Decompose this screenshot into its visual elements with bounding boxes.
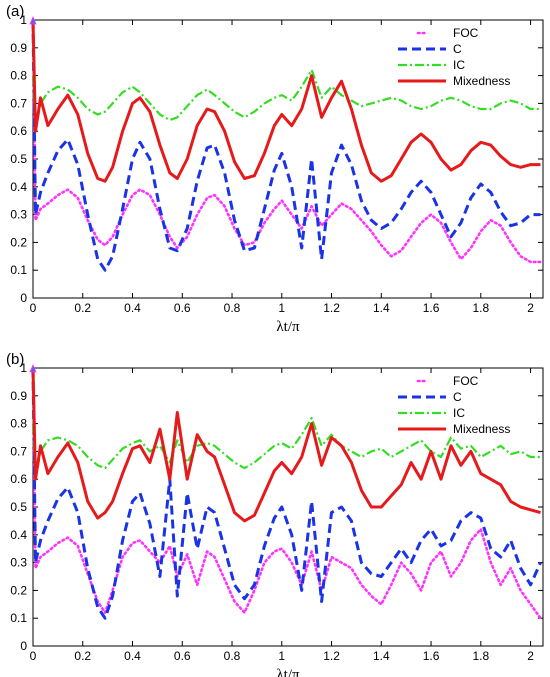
legend: FOC C IC Mixedness bbox=[398, 374, 510, 436]
legend-label-foc: FOC bbox=[453, 374, 479, 388]
x-tick-label: 0.2 bbox=[74, 301, 91, 315]
panel-label: (a) bbox=[6, 3, 24, 20]
y-tick-label: 0.8 bbox=[10, 417, 27, 431]
y-tick-label: 0 bbox=[20, 639, 27, 653]
x-tick-label: 0 bbox=[30, 649, 37, 663]
y-tick-label: 0.9 bbox=[10, 41, 27, 55]
x-axis-label: λt/π bbox=[276, 667, 300, 677]
y-tick-label: 0.3 bbox=[10, 208, 27, 222]
x-tick-label: 0.2 bbox=[74, 649, 91, 663]
series-line-foc bbox=[31, 366, 542, 620]
series-line-c bbox=[31, 367, 542, 620]
legend-label-c: C bbox=[453, 42, 462, 56]
x-tick-label: 0.8 bbox=[224, 649, 241, 663]
x-tick-label: 0.8 bbox=[224, 301, 241, 315]
y-tick-label: 1 bbox=[20, 13, 27, 27]
x-tick-label: 0.6 bbox=[174, 301, 191, 315]
series-line-ic bbox=[31, 68, 541, 133]
x-axis-label: λt/π bbox=[276, 319, 300, 335]
y-tick-label: 0.5 bbox=[10, 152, 27, 166]
y-tick-label: 0.4 bbox=[10, 528, 27, 542]
y-tick-label: 0.9 bbox=[10, 389, 27, 403]
x-tick-label: 1.4 bbox=[373, 649, 390, 663]
y-tick-label: 0.5 bbox=[10, 500, 27, 514]
start-marker bbox=[29, 363, 37, 373]
y-tick-label: 0 bbox=[20, 291, 27, 305]
y-tick-label: 0.8 bbox=[10, 69, 27, 83]
y-tick-label: 0.6 bbox=[10, 472, 27, 486]
x-tick-label: 1 bbox=[278, 649, 285, 663]
legend-label-foc: FOC bbox=[453, 26, 479, 40]
series-line-mixedness bbox=[31, 19, 541, 183]
y-tick-label: 0.7 bbox=[10, 444, 27, 458]
legend-label-ic: IC bbox=[453, 406, 465, 420]
legend-label-ic: IC bbox=[453, 58, 465, 72]
panel-0: 0 0.1 0.2 0.3 0.4 0.5 0.6 0.7 0.8 0.9 1 0 0.2 0.4 0.6 0… bbox=[6, 3, 544, 335]
panel-1: 0 0.1 0.2 0.3 0.4 0.5 0.6 0.7 0.8 0.9 1 0 0.2 0.4 0.6 0… bbox=[6, 351, 544, 677]
x-tick-label: 1.8 bbox=[472, 301, 489, 315]
x-tick-label: 0 bbox=[30, 301, 37, 315]
series-line-mixedness bbox=[31, 367, 541, 523]
legend: FOC C IC Mixedness bbox=[398, 26, 510, 88]
legend-label-mixedness: Mixedness bbox=[453, 422, 510, 436]
panel-label: (b) bbox=[6, 351, 24, 368]
x-tick-label: 0.4 bbox=[124, 301, 141, 315]
series-line-ic bbox=[31, 416, 541, 481]
legend-label-c: C bbox=[453, 390, 462, 404]
start-marker bbox=[29, 15, 37, 25]
x-tick-label: 1 bbox=[278, 301, 285, 315]
x-tick-label: 1.2 bbox=[323, 301, 340, 315]
x-tick-label: 1.6 bbox=[423, 301, 440, 315]
x-tick-label: 2 bbox=[527, 301, 534, 315]
x-tick-label: 1.2 bbox=[323, 649, 340, 663]
y-tick-label: 0.1 bbox=[10, 611, 27, 625]
y-tick-label: 0.2 bbox=[10, 583, 27, 597]
x-tick-label: 1.8 bbox=[472, 649, 489, 663]
y-tick-label: 0.2 bbox=[10, 235, 27, 249]
series-line-c bbox=[31, 19, 541, 272]
y-tick-label: 0.4 bbox=[10, 180, 27, 194]
y-tick-label: 0.6 bbox=[10, 124, 27, 138]
x-tick-label: 0.4 bbox=[124, 649, 141, 663]
x-tick-label: 1.4 bbox=[373, 301, 390, 315]
series-line-foc bbox=[31, 18, 542, 264]
x-tick-label: 2 bbox=[527, 649, 534, 663]
x-tick-label: 1.6 bbox=[423, 649, 440, 663]
legend-label-mixedness: Mixedness bbox=[453, 74, 510, 88]
x-tick-label: 0.6 bbox=[174, 649, 191, 663]
y-tick-label: 0.1 bbox=[10, 263, 27, 277]
y-tick-label: 1 bbox=[20, 361, 27, 375]
y-tick-label: 0.3 bbox=[10, 556, 27, 570]
y-tick-label: 0.7 bbox=[10, 96, 27, 110]
